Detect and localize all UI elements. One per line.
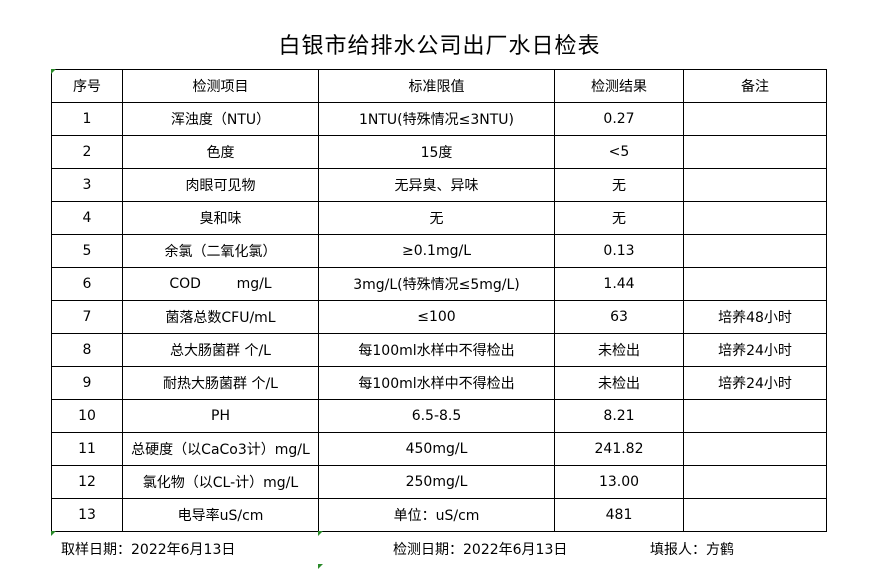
cell-item[interactable]: 臭和味	[122, 201, 319, 235]
cell-item[interactable]: 肉眼可见物	[122, 168, 319, 202]
cell-remark[interactable]	[683, 432, 827, 466]
cell-index[interactable]: 3	[51, 168, 123, 202]
cell-standard[interactable]: 无异臭、异味	[318, 168, 555, 202]
cell-remark[interactable]	[683, 102, 827, 136]
header-item[interactable]: 检测项目	[122, 69, 319, 103]
cell-standard[interactable]: 1NTU(特殊情况≤3NTU)	[318, 102, 555, 136]
cell-standard[interactable]: 250mg/L	[318, 465, 555, 499]
cell-result[interactable]: 0.13	[554, 234, 684, 268]
sample-date: 取样日期：2022年6月13日	[61, 542, 236, 558]
cell-result[interactable]: <5	[554, 135, 684, 169]
cell-result[interactable]: 241.82	[554, 432, 684, 466]
cell-result[interactable]: 无	[554, 168, 684, 202]
table-row: 3 肉眼可见物 无异臭、异味无	[51, 168, 827, 202]
cell-index[interactable]: 10	[51, 399, 123, 433]
header-standard[interactable]: 标准限值	[318, 69, 555, 103]
cell-result[interactable]: 1.44	[554, 267, 684, 301]
cell-marker	[51, 531, 56, 536]
cell-standard[interactable]: ≤100	[318, 300, 555, 334]
cell-remark[interactable]	[683, 201, 827, 235]
cell-item[interactable]: 氯化物（以CL-计）mg/L	[122, 465, 319, 499]
table-row: 4 臭和味无无	[51, 201, 827, 235]
cell-standard[interactable]: 15度	[318, 135, 555, 169]
table-row: 6 COD mg/L 3mg/L(特殊情况≤5mg/L) 1.44	[51, 267, 827, 301]
cell-standard[interactable]: 无	[318, 201, 555, 235]
table-row: 11 总硬度（以CaCo3计）mg/L 450mg/L 241.82	[51, 432, 827, 466]
cell-index[interactable]: 1	[51, 102, 123, 136]
cell-result[interactable]: 63	[554, 300, 684, 334]
table-row: 2 色度 15度 <5	[51, 135, 827, 169]
table-row: 8 总大肠菌群 个/L 每100ml水样中不得检出 未检出 培养24小时	[51, 333, 827, 367]
cell-item[interactable]: 菌落总数CFU/mL	[122, 300, 319, 334]
cell-remark[interactable]	[683, 498, 827, 532]
cell-index[interactable]: 4	[51, 201, 123, 235]
cell-result[interactable]: 13.00	[554, 465, 684, 499]
page-title: 白银市给排水公司出厂水日检表	[278, 34, 601, 59]
header-remark[interactable]: 备注	[683, 69, 827, 103]
cell-index[interactable]: 11	[51, 432, 123, 466]
cell-item[interactable]: 余氯（二氧化氯）	[122, 234, 319, 268]
cell-remark[interactable]	[683, 267, 827, 301]
cell-index[interactable]: 13	[51, 498, 123, 532]
cell-index[interactable]: 9	[51, 366, 123, 400]
inspection-table: 序号 检测项目 标准限值 检测结果 备注 1 浑浊度（NTU） 1NTU(特殊情况≤…	[51, 69, 827, 532]
cell-item[interactable]: 总大肠菌群 个/L	[122, 333, 319, 367]
cell-remark[interactable]	[683, 465, 827, 499]
cell-marker	[318, 564, 323, 569]
test-date: 检测日期：2022年6月13日	[393, 542, 568, 558]
header-result[interactable]: 检测结果	[554, 69, 684, 103]
cell-item[interactable]: 耐热大肠菌群 个/L	[122, 366, 319, 400]
cell-index[interactable]: 2	[51, 135, 123, 169]
cell-index[interactable]: 6	[51, 267, 123, 301]
cell-standard[interactable]: 3mg/L(特殊情况≤5mg/L)	[318, 267, 555, 301]
table-row: 10 PH 6.5-8.5 8.21	[51, 399, 827, 433]
reporter: 填报人：方鹤	[650, 542, 734, 558]
cell-index[interactable]: 12	[51, 465, 123, 499]
cell-remark[interactable]	[683, 135, 827, 169]
cell-standard[interactable]: 450mg/L	[318, 432, 555, 466]
table-row: 7 菌落总数CFU/mL ≤100 63 培养48小时	[51, 300, 827, 334]
cell-remark[interactable]: 培养48小时	[683, 300, 827, 334]
cell-item[interactable]: 浑浊度（NTU）	[122, 102, 319, 136]
cell-standard[interactable]: 每100ml水样中不得检出	[318, 333, 555, 367]
cell-marker	[318, 531, 323, 536]
cell-remark[interactable]	[683, 234, 827, 268]
cell-item[interactable]: 色度	[122, 135, 319, 169]
cell-remark[interactable]: 培养24小时	[683, 333, 827, 367]
cell-result[interactable]: 未检出	[554, 366, 684, 400]
cell-item[interactable]: 总硬度（以CaCo3计）mg/L	[122, 432, 319, 466]
table-row: 9 耐热大肠菌群 个/L 每100ml水样中不得检出 未检出 培养24小时	[51, 366, 827, 400]
table-row: 13 电导率uS/cm 单位：uS/cm 481	[51, 498, 827, 532]
cell-index[interactable]: 5	[51, 234, 123, 268]
cell-remark[interactable]	[683, 399, 827, 433]
cell-item[interactable]: COD mg/L	[122, 267, 319, 301]
cell-result[interactable]: 481	[554, 498, 684, 532]
cell-marker	[51, 69, 56, 74]
cell-remark[interactable]	[683, 168, 827, 202]
table-header-row: 序号 检测项目 标准限值 检测结果 备注	[51, 69, 827, 103]
cell-result[interactable]: 0.27	[554, 102, 684, 136]
cell-standard[interactable]: 单位：uS/cm	[318, 498, 555, 532]
table-row: 5 余氯（二氧化氯） ≥0.1mg/L 0.13	[51, 234, 827, 268]
cell-index[interactable]: 7	[51, 300, 123, 334]
header-index[interactable]: 序号	[51, 69, 123, 103]
cell-standard[interactable]: 每100ml水样中不得检出	[318, 366, 555, 400]
cell-item[interactable]: 电导率uS/cm	[122, 498, 319, 532]
table-row: 12 氯化物（以CL-计）mg/L 250mg/L 13.00	[51, 465, 827, 499]
cell-index[interactable]: 8	[51, 333, 123, 367]
cell-standard[interactable]: 6.5-8.5	[318, 399, 555, 433]
cell-item[interactable]: PH	[122, 399, 319, 433]
cell-standard[interactable]: ≥0.1mg/L	[318, 234, 555, 268]
cell-result[interactable]: 无	[554, 201, 684, 235]
table-row: 1 浑浊度（NTU） 1NTU(特殊情况≤3NTU) 0.27	[51, 102, 827, 136]
cell-result[interactable]: 未检出	[554, 333, 684, 367]
cell-remark[interactable]: 培养24小时	[683, 366, 827, 400]
cell-result[interactable]: 8.21	[554, 399, 684, 433]
